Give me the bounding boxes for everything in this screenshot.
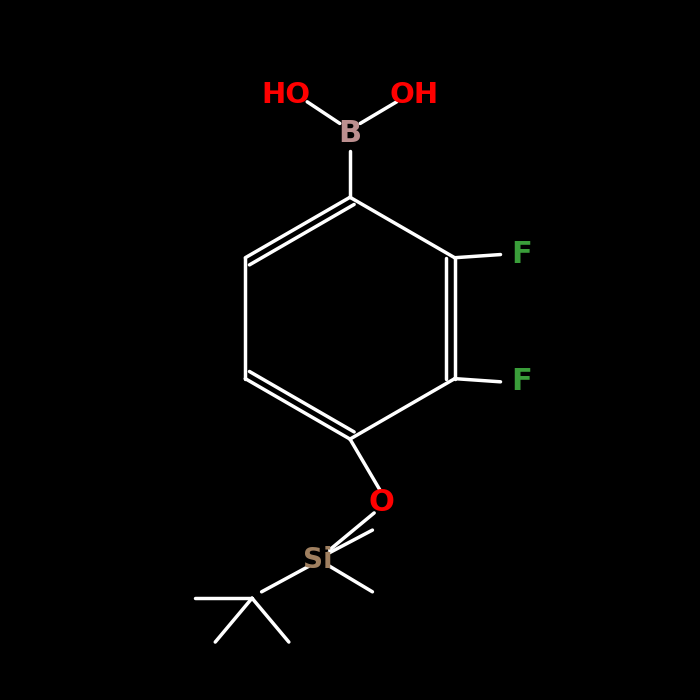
Text: B: B [338,119,362,148]
Text: Si: Si [303,546,333,574]
Text: HO: HO [262,81,311,109]
Text: F: F [511,240,532,269]
Text: F: F [511,368,532,396]
Text: OH: OH [389,81,438,109]
Text: O: O [369,488,395,517]
